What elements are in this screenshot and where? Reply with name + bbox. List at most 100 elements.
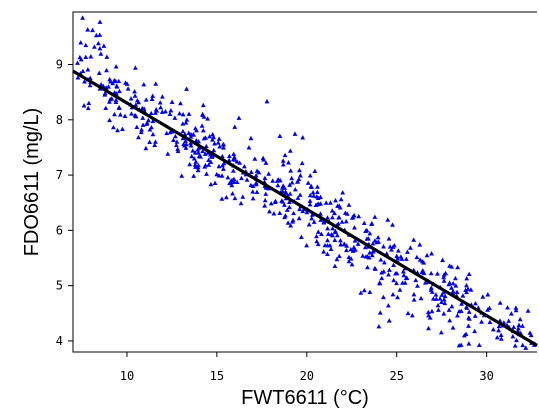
data-point	[193, 159, 199, 164]
data-point	[85, 27, 91, 32]
data-point	[344, 243, 350, 248]
data-point	[325, 231, 331, 236]
data-point	[336, 253, 342, 259]
data-point	[348, 256, 354, 261]
data-point	[289, 175, 295, 181]
data-point	[97, 19, 103, 24]
data-point	[250, 196, 256, 201]
data-point	[94, 32, 99, 38]
data-point	[441, 289, 446, 295]
data-point	[439, 299, 444, 304]
data-point	[281, 202, 287, 207]
data-point	[158, 105, 164, 110]
data-point	[144, 120, 150, 125]
data-point	[172, 133, 178, 139]
data-point	[196, 150, 201, 155]
data-point	[370, 241, 376, 246]
data-point	[262, 175, 268, 180]
data-point	[386, 267, 392, 272]
data-point	[104, 54, 110, 59]
data-point	[463, 331, 469, 337]
data-point	[428, 285, 434, 290]
data-point	[426, 313, 431, 318]
data-point	[498, 336, 504, 341]
data-point	[321, 249, 327, 254]
data-point	[250, 189, 256, 194]
x-axis-title: FWT6611 (°C)	[241, 387, 369, 409]
data-point	[442, 293, 448, 299]
data-point	[275, 182, 281, 188]
data-point	[385, 217, 391, 222]
data-point	[498, 332, 504, 338]
data-point	[425, 309, 431, 315]
data-point	[361, 287, 367, 293]
data-point	[147, 139, 153, 144]
data-point	[422, 280, 428, 285]
data-point	[287, 191, 293, 196]
data-point	[332, 229, 338, 235]
data-point	[188, 131, 194, 137]
data-point	[342, 241, 347, 247]
data-point	[334, 232, 340, 238]
data-point	[231, 151, 237, 156]
fit-line	[72, 69, 538, 347]
data-point	[210, 131, 216, 137]
data-point	[391, 262, 396, 267]
data-point	[138, 129, 144, 135]
data-point	[411, 237, 417, 242]
data-point	[231, 176, 237, 182]
data-point	[153, 81, 159, 86]
data-point	[297, 206, 302, 212]
data-point	[517, 316, 523, 322]
data-point	[372, 214, 378, 219]
data-point	[376, 323, 382, 329]
data-point	[381, 260, 387, 265]
data-point	[216, 136, 222, 141]
data-point	[266, 171, 272, 176]
data-point	[223, 194, 229, 200]
data-point	[134, 124, 140, 130]
data-point	[405, 249, 410, 254]
data-point	[427, 315, 433, 320]
data-point	[116, 78, 122, 84]
data-point	[153, 139, 158, 144]
data-point	[88, 54, 94, 59]
data-point	[428, 270, 434, 276]
data-point	[447, 318, 453, 323]
data-point	[435, 271, 440, 276]
data-point	[460, 293, 466, 298]
data-point	[143, 145, 149, 151]
data-point	[369, 252, 375, 258]
data-point	[128, 96, 134, 101]
data-point	[472, 328, 478, 334]
points-layer	[75, 15, 538, 350]
data-point	[188, 140, 193, 146]
data-point	[292, 131, 298, 136]
data-point	[439, 292, 445, 297]
data-point	[330, 226, 336, 231]
data-point	[440, 257, 445, 262]
data-point	[195, 165, 201, 170]
data-point	[263, 160, 269, 165]
data-point	[329, 208, 335, 213]
data-point	[381, 294, 386, 300]
data-point	[239, 175, 244, 181]
data-point	[286, 160, 291, 165]
data-point	[356, 213, 362, 219]
data-point	[238, 200, 244, 206]
data-point	[192, 150, 198, 155]
data-point	[307, 201, 313, 207]
data-point	[78, 57, 84, 62]
data-point	[381, 244, 386, 249]
data-point	[207, 133, 213, 139]
data-point	[107, 99, 112, 104]
data-point	[83, 54, 89, 60]
data-point	[389, 247, 394, 252]
data-point	[335, 221, 341, 226]
data-point	[330, 232, 336, 238]
data-point	[107, 76, 113, 82]
data-point	[212, 180, 218, 186]
data-point	[311, 219, 317, 224]
data-point	[167, 129, 173, 135]
data-point	[110, 124, 116, 130]
